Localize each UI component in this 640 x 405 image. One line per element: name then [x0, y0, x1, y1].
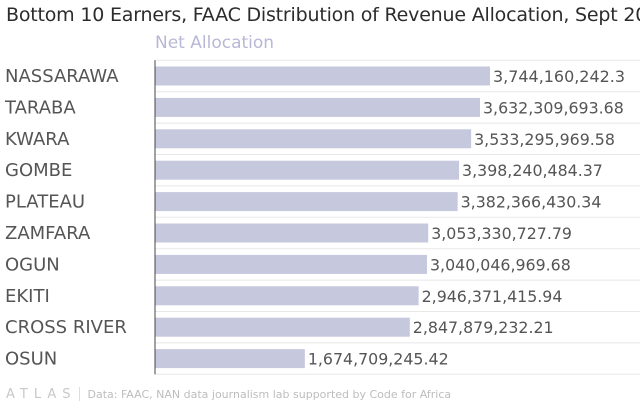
bar: [155, 192, 458, 212]
footer-divider: [78, 387, 80, 401]
brand-logo: ATLAS: [6, 386, 77, 402]
value-label: 3,632,309,693.68: [483, 98, 624, 117]
bars: [155, 66, 490, 369]
bar: [155, 223, 429, 243]
bar: [155, 286, 419, 306]
bar: [155, 317, 410, 337]
value-label: 2,946,371,415.94: [422, 287, 563, 306]
bar-chart: NASSARAWA TARABA KWARA GOMBE PLATEAU ZAMFARA O…: [4, 59, 640, 375]
category-label: EKITI: [5, 286, 50, 307]
category-label: ZAMFARA: [5, 223, 91, 244]
source-note: Data: FAAC, NAN data journalism lab supp…: [87, 387, 452, 401]
value-label: 3,382,366,430.34: [461, 193, 602, 212]
grid-lines: [155, 59, 640, 375]
bar: [155, 66, 490, 86]
category-label: GOMBE: [5, 160, 72, 181]
value-labels: 3,744,160,242.3 3,632,309,693.68 3,533,295…: [308, 67, 625, 369]
category-labels: NASSARAWA TARABA KWARA GOMBE PLATEAU ZAMFARA O…: [4, 66, 127, 370]
category-label: OSUN: [5, 349, 57, 370]
value-label: 3,533,295,969.58: [474, 130, 615, 149]
value-label: 3,053,330,727.79: [431, 224, 572, 243]
bar: [155, 349, 305, 369]
value-label: 3,040,046,969.68: [430, 255, 571, 274]
chart-title: Bottom 10 Earners, FAAC Distribution of …: [6, 4, 640, 26]
series-label: Net Allocation: [155, 33, 275, 53]
bar: [155, 160, 460, 180]
bar: [155, 97, 480, 117]
category-label: KWARA: [5, 129, 70, 150]
value-label: 1,674,709,245.42: [308, 350, 449, 369]
footer: ATLAS Data: FAAC, NAN data journalism la…: [6, 384, 451, 404]
value-label: 3,744,160,242.3: [493, 67, 625, 86]
value-label: 3,398,240,484.37: [462, 161, 603, 180]
bar: [155, 129, 472, 149]
category-label: TARABA: [4, 97, 76, 118]
category-label: OGUN: [5, 254, 60, 275]
bar: [155, 254, 428, 274]
value-label: 2,847,879,232.21: [413, 318, 554, 337]
category-label: PLATEAU: [5, 192, 85, 213]
category-label: CROSS RIVER: [5, 317, 127, 338]
category-label: NASSARAWA: [5, 66, 119, 87]
